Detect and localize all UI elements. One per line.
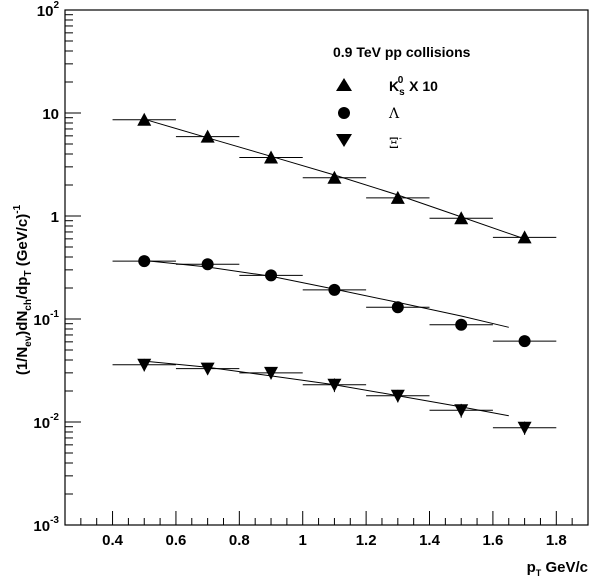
plot-frame [64, 9, 589, 526]
legend-title: 0.9 TeV pp collisions [333, 44, 471, 60]
x-tick-label: 1 [299, 532, 307, 549]
data-point [264, 366, 279, 380]
x-tick-label: 1.8 [546, 532, 567, 549]
data-point [390, 389, 405, 403]
legend-label-kshort: Ks0 X 10 [389, 75, 438, 98]
data-point [454, 211, 469, 225]
y-axis-title: (1/Nev)dNch/dpT (GeV/c)-1 [12, 204, 34, 375]
data-point [265, 269, 278, 282]
x-tick-label: 1.6 [482, 532, 503, 549]
data-point [137, 112, 152, 126]
axis-ticks: 0.4 0.6 0.8 1 1.2 1.4 1.6 1.8 10-3 10-2 10-1 1 10 102 [33, 0, 589, 549]
data-point [518, 335, 531, 348]
legend: 0.9 TeV pp collisions Ks0 X 10 Λ Ξ- [333, 44, 471, 152]
plot-border [64, 9, 589, 526]
data-point [137, 358, 152, 372]
data-point [328, 283, 341, 296]
data-point [327, 378, 342, 392]
y-tick-label: 102 [37, 0, 60, 20]
data-point [390, 190, 405, 204]
fit-lines [144, 118, 525, 417]
y-tick-label: 10-2 [33, 412, 59, 432]
legend-label-lambda: Λ [388, 106, 400, 122]
data-point [264, 150, 279, 164]
x-tick-label: 0.6 [166, 532, 187, 549]
y-tick-label: 10-3 [33, 515, 59, 535]
data-point [454, 404, 469, 418]
fit-line-2 [144, 360, 509, 417]
y-tick-label: 10-1 [33, 309, 59, 329]
data-markers [137, 112, 532, 435]
data-point [327, 170, 342, 184]
legend-label-xi: Ξ- [389, 134, 402, 152]
legend-marker-xi [336, 134, 352, 147]
y-tick-label: 1 [51, 209, 59, 226]
data-point [517, 230, 532, 244]
data-point [455, 318, 468, 331]
legend-marker-lambda [338, 107, 350, 119]
x-axis-title: pT GeV/c [527, 559, 588, 577]
y-tick-label: 10 [42, 106, 59, 123]
data-point [517, 421, 532, 435]
x-tick-label: 0.4 [102, 532, 124, 549]
data-point [391, 301, 404, 314]
x-tick-label: 0.8 [229, 532, 250, 549]
fit-line-1 [144, 260, 509, 328]
data-point [200, 362, 215, 376]
data-point [138, 255, 151, 268]
x-tick-label: 1.2 [356, 532, 377, 549]
data-point [200, 129, 215, 143]
legend-marker-kshort [336, 78, 352, 91]
data-point [201, 258, 214, 271]
x-tick-label: 1.4 [419, 532, 441, 549]
